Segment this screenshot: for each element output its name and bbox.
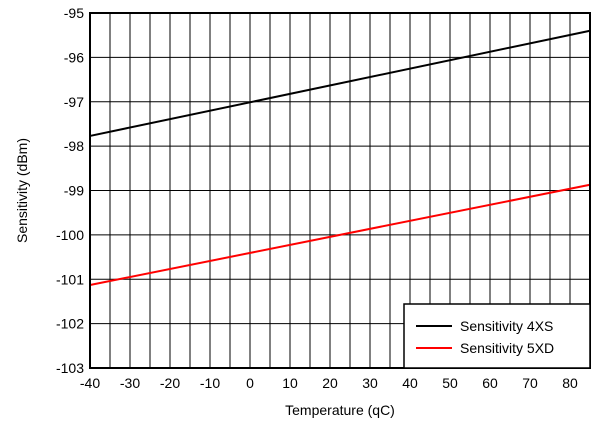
y-tick-label: -95	[64, 5, 84, 21]
x-tick-label: 20	[322, 375, 338, 391]
x-tick-label: 0	[246, 375, 254, 391]
x-tick-label: 40	[402, 375, 418, 391]
y-tick-label: -96	[64, 49, 84, 65]
x-tick-label: 80	[562, 375, 578, 391]
legend-box	[403, 303, 591, 369]
y-tick-label: -101	[56, 271, 84, 287]
y-tick-label: -102	[56, 316, 84, 332]
legend-label-sensitivity-4xs: Sensitivity 4XS	[460, 318, 553, 334]
x-tick-label: -40	[80, 375, 100, 391]
x-tick-label: -30	[120, 375, 140, 391]
x-tick-label: -10	[200, 375, 220, 391]
plot-frame	[89, 12, 591, 369]
y-tick-label: -99	[64, 183, 84, 199]
y-axis-title: Sensitivity (dBm)	[14, 138, 30, 243]
x-tick-label: 70	[522, 375, 538, 391]
series-layer	[89, 29, 591, 286]
y-tick-label: -100	[56, 227, 84, 243]
x-tick-label: 10	[282, 375, 298, 391]
x-axis-title: Temperature (qC)	[285, 402, 395, 418]
legend: Sensitivity 4XS Sensitivity 5XD	[403, 303, 591, 369]
y-tick-label: -103	[56, 360, 84, 376]
series-line-sensitivity-4xs	[89, 29, 591, 137]
legend-label-sensitivity-5xd: Sensitivity 5XD	[460, 340, 554, 356]
x-tick-label: 50	[442, 375, 458, 391]
y-tick-labels: -95 -96 -97 -98 -99 -100 -101 -102 -103	[56, 5, 84, 376]
x-tick-labels: -40 -30 -20 -10 0 10 20 30 40 50 60 70 80	[80, 375, 578, 391]
x-tick-label: 30	[362, 375, 378, 391]
y-tick-label: -98	[64, 138, 84, 154]
series-line-sensitivity-5xd	[89, 183, 591, 286]
x-tick-label: -20	[160, 375, 180, 391]
y-tick-label: -97	[64, 94, 84, 110]
x-tick-label: 60	[482, 375, 498, 391]
